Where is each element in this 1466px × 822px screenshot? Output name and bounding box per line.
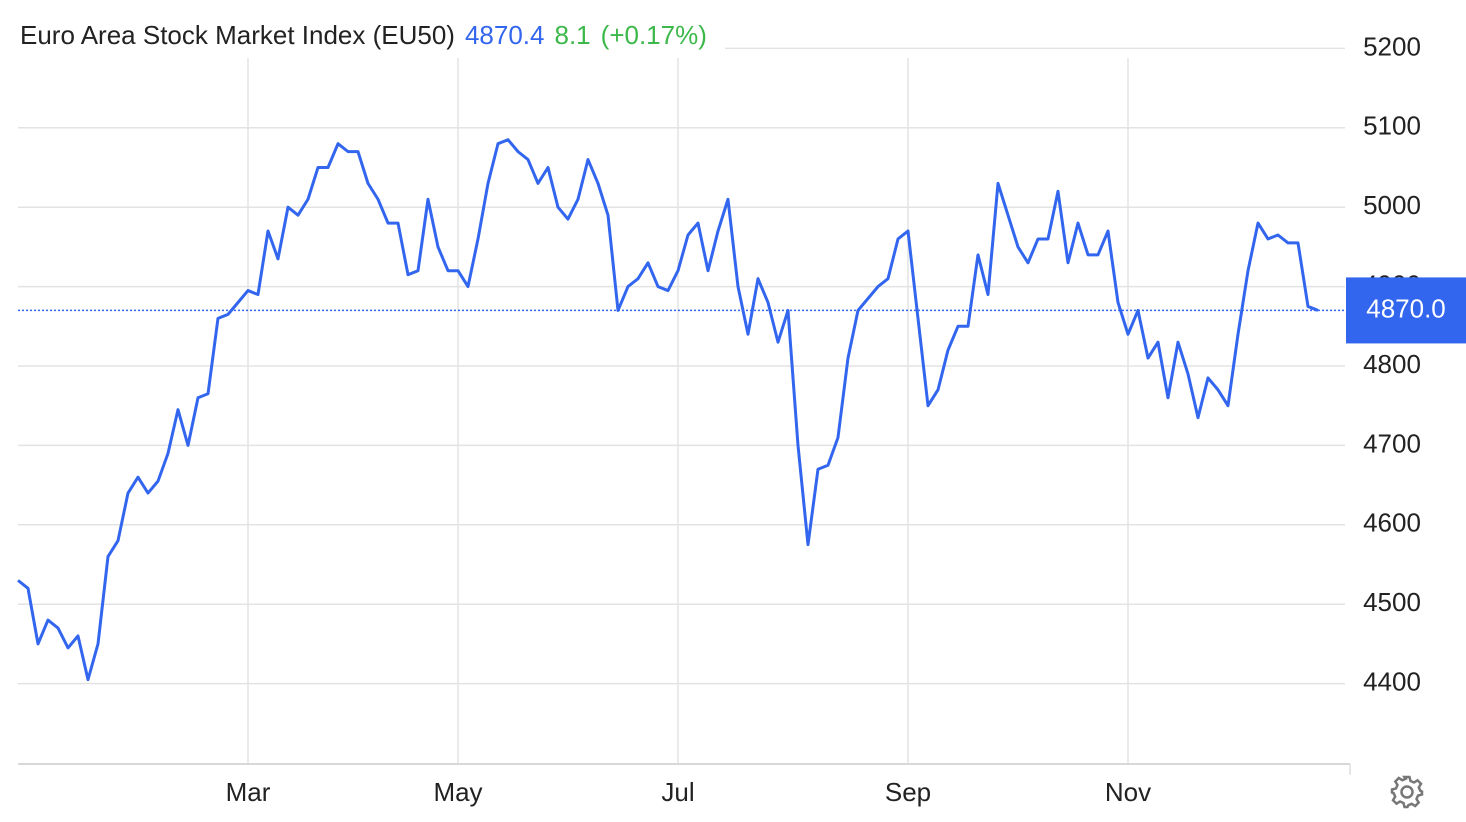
x-tick-label: Nov [1105, 777, 1151, 807]
x-tick-label: Sep [885, 777, 931, 807]
header: Euro Area Stock Market Index (EU50) 4870.… [12, 12, 725, 58]
last-price-box [1346, 277, 1466, 344]
settings-icon[interactable] [1390, 775, 1424, 809]
y-tick-label: 5000 [1363, 190, 1421, 220]
y-tick-label: 4400 [1363, 666, 1421, 696]
x-tick-label: Mar [226, 777, 271, 807]
plot [17, 138, 1319, 682]
y-tick-label: 4700 [1363, 428, 1421, 458]
price-line [17, 138, 1319, 682]
y-tick-label: 5100 [1363, 111, 1421, 141]
change: 8.1 [554, 20, 591, 50]
last-price-label: 4870.0 [1366, 293, 1446, 323]
price: 4870.4 [464, 20, 545, 50]
gear-hub [1400, 785, 1414, 799]
x-tick-label: Jul [661, 777, 694, 807]
grid [18, 47, 1345, 763]
y-tick-label: 4500 [1363, 587, 1421, 617]
x-tick-label: May [433, 777, 482, 807]
gear-teeth [1390, 775, 1424, 809]
y-tick-label: 4600 [1363, 508, 1421, 538]
y-tick-label: 5200 [1363, 31, 1421, 61]
chart-title: Euro Area Stock Market Index (EU50) [20, 20, 455, 50]
y-tick-label: 4800 [1363, 349, 1421, 379]
change-percent: (+0.17%) [600, 20, 707, 50]
